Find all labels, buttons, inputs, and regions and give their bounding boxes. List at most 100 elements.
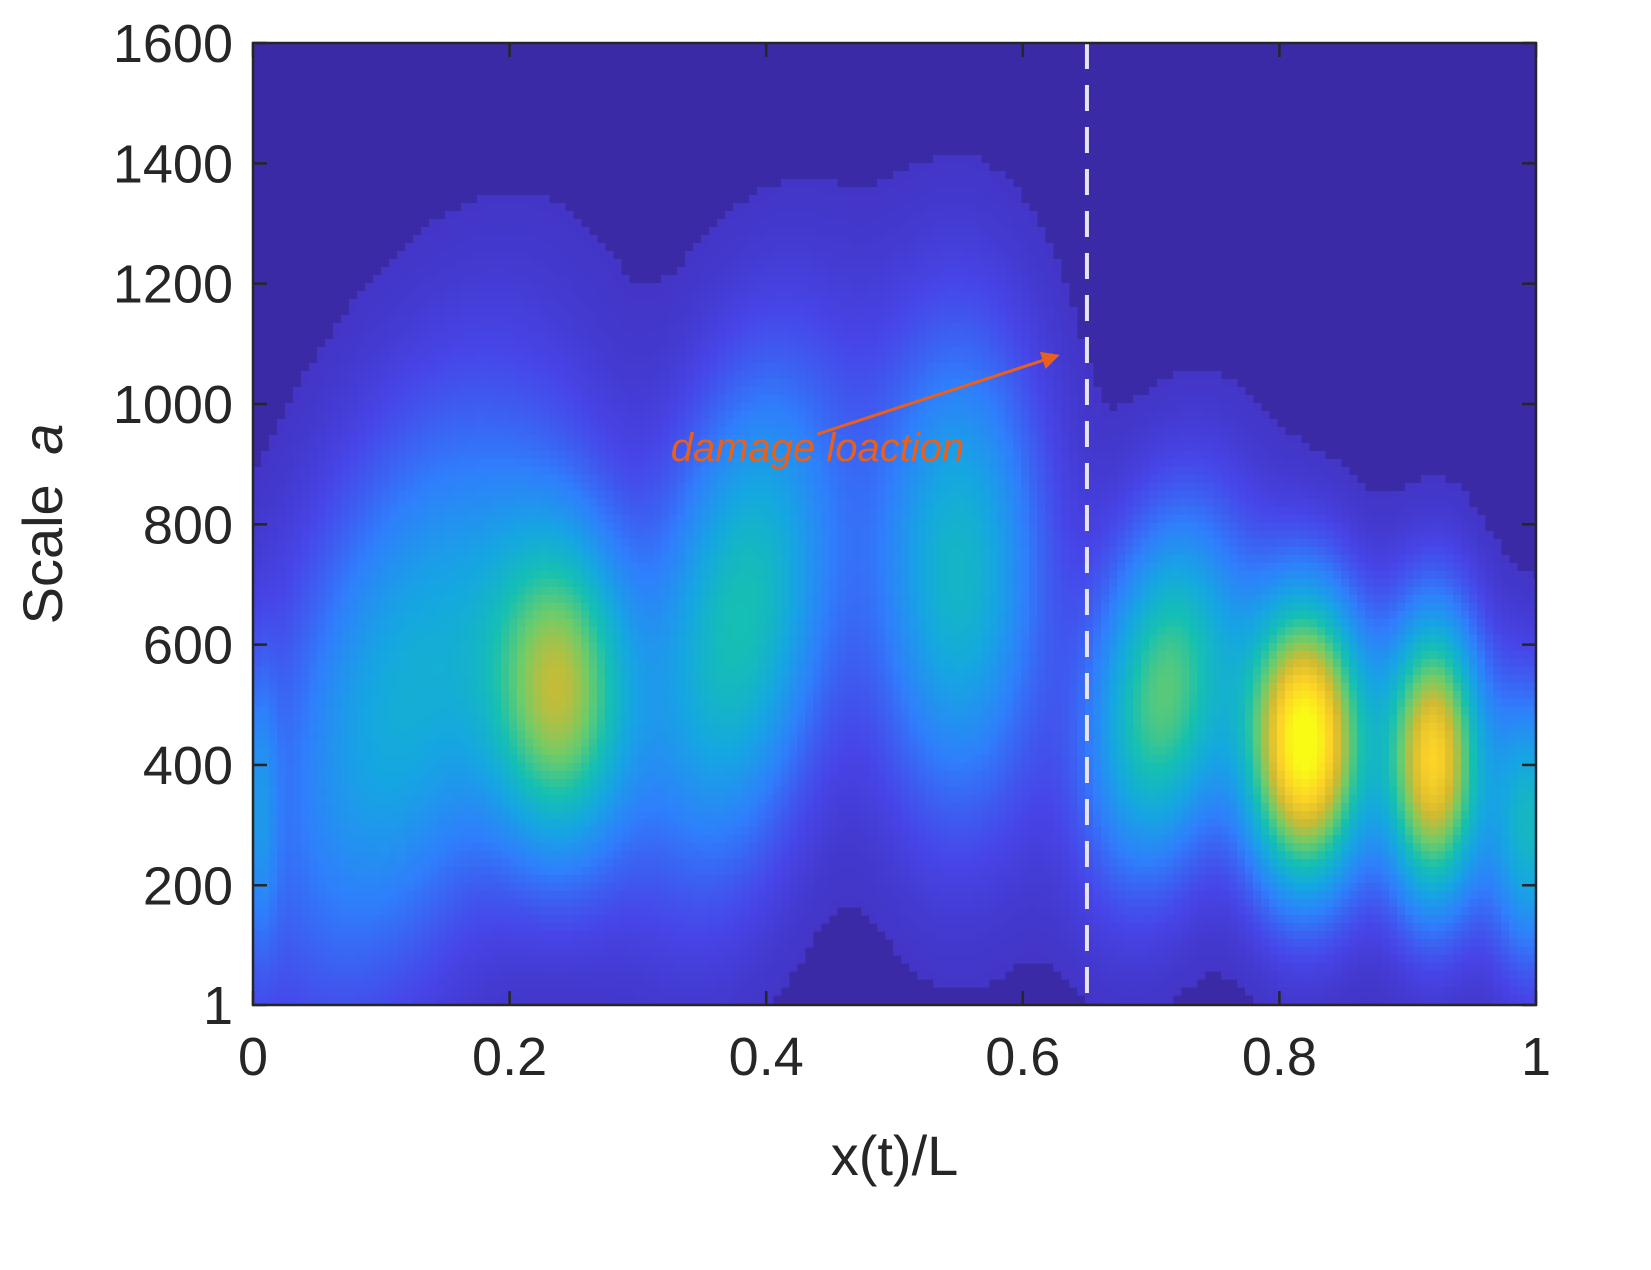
heatmap-cell bbox=[413, 859, 422, 868]
heatmap-cell bbox=[429, 707, 438, 716]
heatmap-cell bbox=[405, 467, 414, 476]
heatmap-cell bbox=[461, 603, 470, 612]
heatmap-cell bbox=[541, 875, 550, 884]
heatmap-cell bbox=[589, 379, 598, 388]
heatmap-cell bbox=[253, 739, 262, 748]
heatmap-cell bbox=[357, 843, 366, 852]
heatmap-cell bbox=[525, 619, 534, 628]
heatmap-cell bbox=[493, 203, 502, 212]
heatmap-cell bbox=[469, 795, 478, 804]
heatmap-cell bbox=[597, 883, 606, 892]
heatmap-cell bbox=[525, 499, 534, 508]
heatmap-cell bbox=[301, 947, 310, 956]
heatmap-cell bbox=[573, 459, 582, 468]
heatmap-cell bbox=[517, 211, 526, 220]
heatmap-cell bbox=[645, 339, 654, 348]
heatmap-cell bbox=[285, 667, 294, 676]
heatmap-cell bbox=[469, 507, 478, 516]
heatmap-cell bbox=[517, 811, 526, 820]
heatmap-cell bbox=[637, 907, 646, 916]
heatmap-cell bbox=[613, 995, 622, 1004]
heatmap-cell bbox=[333, 707, 342, 716]
heatmap-cell bbox=[493, 339, 502, 348]
heatmap-cell bbox=[349, 787, 358, 796]
heatmap-cell bbox=[637, 915, 646, 924]
heatmap-cell bbox=[445, 875, 454, 884]
heatmap-cell bbox=[485, 315, 494, 324]
heatmap-cell bbox=[341, 811, 350, 820]
heatmap-cell bbox=[493, 251, 502, 260]
heatmap-cell bbox=[405, 435, 414, 444]
heatmap-cell bbox=[301, 883, 310, 892]
heatmap-cell bbox=[341, 355, 350, 364]
heatmap-cell bbox=[461, 699, 470, 708]
heatmap-cell bbox=[581, 787, 590, 796]
heatmap-cell bbox=[317, 755, 326, 764]
heatmap-cell bbox=[349, 347, 358, 356]
heatmap-cell bbox=[581, 691, 590, 700]
heatmap-cell bbox=[589, 387, 598, 396]
heatmap-cell bbox=[525, 755, 534, 764]
heatmap-cell bbox=[269, 555, 278, 564]
heatmap-cell bbox=[645, 699, 654, 708]
heatmap-cell bbox=[589, 555, 598, 564]
heatmap-cell bbox=[317, 595, 326, 604]
heatmap-cell bbox=[485, 779, 494, 788]
heatmap-cell bbox=[381, 691, 390, 700]
heatmap-cell bbox=[581, 643, 590, 652]
heatmap-cell bbox=[365, 851, 374, 860]
heatmap-cell bbox=[661, 499, 670, 508]
heatmap-cell bbox=[485, 963, 494, 972]
heatmap-cell bbox=[445, 355, 454, 364]
heatmap-cell bbox=[493, 867, 502, 876]
heatmap-cell bbox=[381, 507, 390, 516]
heatmap-cell bbox=[645, 571, 654, 580]
heatmap-cell bbox=[669, 923, 678, 932]
heatmap-cell bbox=[437, 379, 446, 388]
heatmap-cell bbox=[333, 371, 342, 380]
heatmap-cell bbox=[397, 787, 406, 796]
heatmap-cell bbox=[285, 587, 294, 596]
heatmap-cell bbox=[389, 827, 398, 836]
heatmap-cell bbox=[573, 379, 582, 388]
heatmap-cell bbox=[365, 995, 374, 1004]
heatmap-cell bbox=[581, 995, 590, 1004]
heatmap-cell bbox=[477, 811, 486, 820]
heatmap-cell bbox=[493, 243, 502, 252]
heatmap-cell bbox=[509, 571, 518, 580]
heatmap-cell bbox=[373, 875, 382, 884]
heatmap-cell bbox=[581, 363, 590, 372]
heatmap-cell bbox=[285, 731, 294, 740]
heatmap-cell bbox=[621, 331, 630, 340]
heatmap-cell bbox=[453, 627, 462, 636]
heatmap-cell bbox=[477, 635, 486, 644]
heatmap-cell bbox=[469, 227, 478, 236]
heatmap-cell bbox=[533, 595, 542, 604]
heatmap-cell bbox=[405, 499, 414, 508]
heatmap-cell bbox=[613, 403, 622, 412]
heatmap-cell bbox=[525, 635, 534, 644]
heatmap-cell bbox=[325, 459, 334, 468]
heatmap-cell bbox=[629, 507, 638, 516]
heatmap-cell bbox=[653, 539, 662, 548]
heatmap-cell bbox=[605, 307, 614, 316]
heatmap-cell bbox=[501, 603, 510, 612]
heatmap-cell bbox=[661, 947, 670, 956]
heatmap-cell bbox=[413, 603, 422, 612]
heatmap-cell bbox=[373, 971, 382, 980]
heatmap-cell bbox=[645, 419, 654, 428]
heatmap-cell bbox=[581, 675, 590, 684]
heatmap-cell bbox=[261, 771, 270, 780]
heatmap-cell bbox=[405, 523, 414, 532]
heatmap-cell bbox=[637, 571, 646, 580]
heatmap-cell bbox=[533, 259, 542, 268]
heatmap-cell bbox=[357, 811, 366, 820]
heatmap-cell bbox=[485, 707, 494, 716]
heatmap-cell bbox=[325, 627, 334, 636]
heatmap-cell bbox=[381, 379, 390, 388]
heatmap-cell bbox=[557, 307, 566, 316]
heatmap-cell bbox=[573, 267, 582, 276]
heatmap-cell bbox=[317, 579, 326, 588]
heatmap-cell bbox=[549, 619, 558, 628]
heatmap-cell bbox=[269, 803, 278, 812]
